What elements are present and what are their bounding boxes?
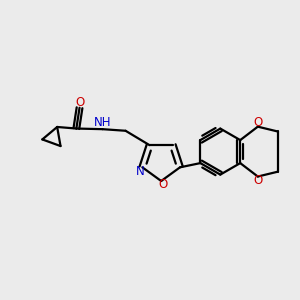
Text: N: N (136, 165, 145, 178)
Text: O: O (75, 95, 84, 109)
Text: O: O (254, 116, 263, 129)
Text: NH: NH (94, 116, 111, 129)
Text: O: O (254, 174, 263, 187)
Text: O: O (158, 178, 167, 191)
